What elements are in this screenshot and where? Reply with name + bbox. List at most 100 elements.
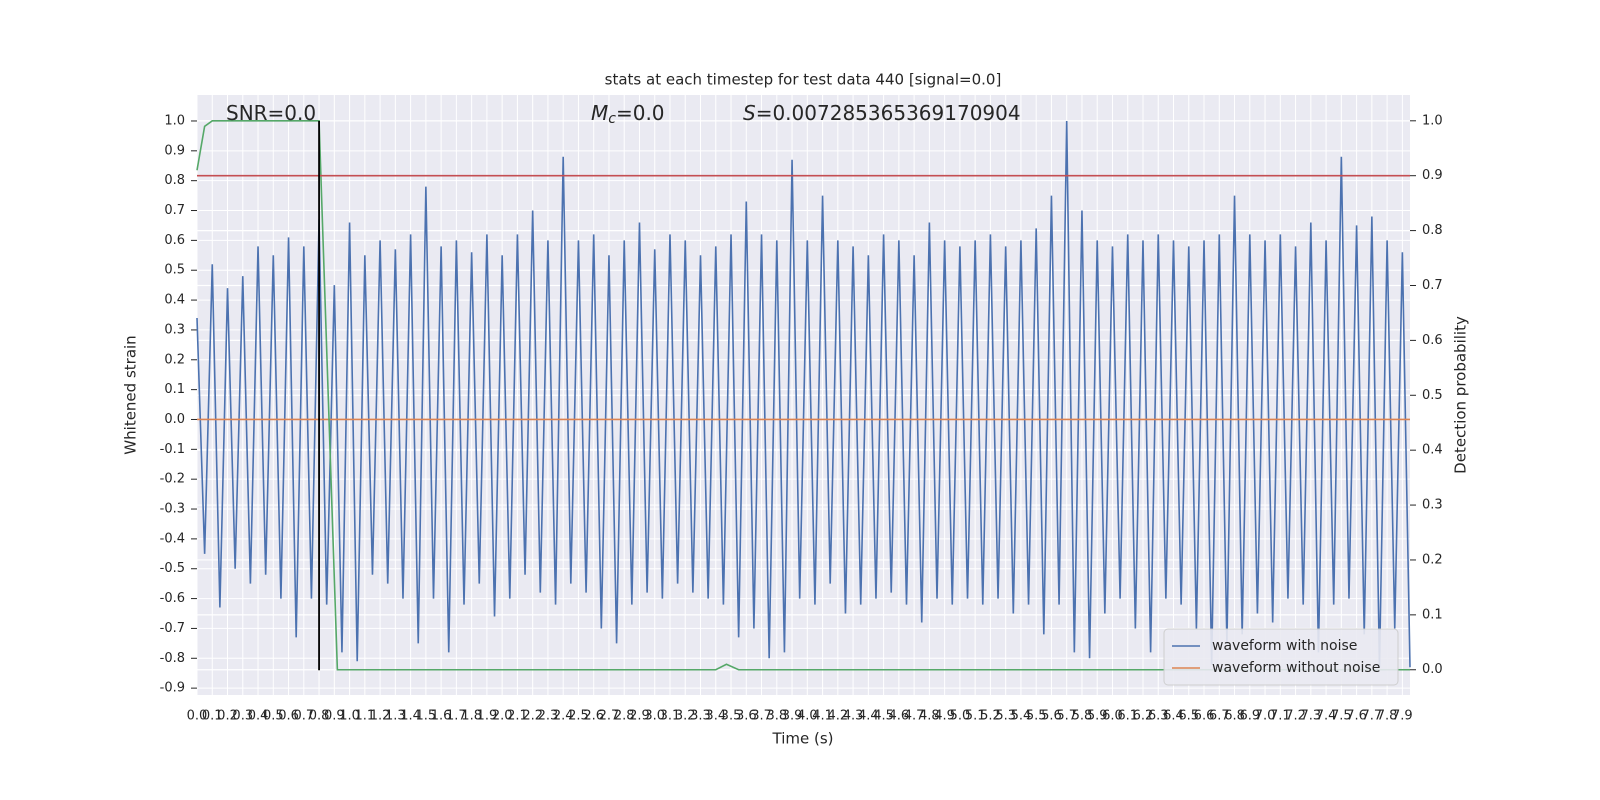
x-tick-label: 6.3 xyxy=(1148,709,1169,724)
x-tick-label: 7.5 xyxy=(1331,709,1352,724)
legend-label: waveform with noise xyxy=(1212,638,1357,654)
x-tick-label: 1.4 xyxy=(400,709,421,724)
y2-tick-label: 0.3 xyxy=(1422,498,1443,513)
x-tick-label: 5.7 xyxy=(1056,709,1077,724)
x-tick-label: 1.2 xyxy=(370,709,391,724)
x-tick-label: 4.6 xyxy=(889,709,910,724)
y-tick-label: -0.2 xyxy=(160,472,185,487)
x-tick-label: 7.8 xyxy=(1377,709,1398,724)
legend-label: waveform without noise xyxy=(1212,660,1380,676)
x-tick-label: 0.5 xyxy=(263,709,284,724)
legend: waveform with noise waveform without nois… xyxy=(1163,628,1399,686)
x-tick-label: 7.9 xyxy=(1392,709,1413,724)
chart-title: stats at each timestep for test data 440… xyxy=(605,71,1002,89)
x-tick-label: 6.6 xyxy=(1194,709,1215,724)
x-tick-label: 2.3 xyxy=(538,709,559,724)
y-tick-label: -0.7 xyxy=(160,621,185,636)
x-tick-label: 5.6 xyxy=(1041,709,1062,724)
y2-tick-label: 0.0 xyxy=(1422,662,1443,677)
x-tick-label: 7.1 xyxy=(1270,709,1291,724)
y2-tick-label: 0.6 xyxy=(1422,333,1443,348)
x-tick-label: 4.5 xyxy=(873,709,894,724)
annotation-text: SNR=0.0 xyxy=(226,101,316,125)
y-tick-label: 0.7 xyxy=(164,203,185,218)
x-tick-label: 2.5 xyxy=(568,709,589,724)
y-tick-label: 0.6 xyxy=(164,233,185,248)
x-tick-label: 7.3 xyxy=(1300,709,1321,724)
annotation-text: =0.007285365369170904 xyxy=(756,101,1021,125)
x-tick-label: 6.9 xyxy=(1239,709,1260,724)
x-tick-label: 5.0 xyxy=(950,709,971,724)
y-tick-label: 1.0 xyxy=(164,113,185,128)
x-tick-label: 3.6 xyxy=(736,709,757,724)
y2-tick-label: 0.8 xyxy=(1422,223,1443,238)
y-tick-label: -0.8 xyxy=(160,651,185,666)
y-tick-label: -0.1 xyxy=(160,442,185,457)
series-line xyxy=(196,120,1410,671)
x-tick-label: 0.0 xyxy=(187,709,208,724)
x-tick-label: 3.8 xyxy=(766,709,787,724)
x-tick-label: 2.0 xyxy=(492,709,513,724)
y2-axis-label: Detection probability xyxy=(1452,316,1470,474)
x-tick-label: 1.8 xyxy=(461,709,482,724)
x-tick-label: 6.7 xyxy=(1209,709,1230,724)
x-tick-label: 6.2 xyxy=(1133,709,1154,724)
y-tick-label: 0.5 xyxy=(164,263,185,278)
y-tick-label: -0.5 xyxy=(160,561,185,576)
x-tick-label: 0.2 xyxy=(217,709,238,724)
x-tick-label: 7.0 xyxy=(1255,709,1276,724)
y-tick-label: 0.0 xyxy=(164,412,185,427)
x-tick-label: 0.9 xyxy=(324,709,345,724)
y2-tick-label: 1.0 xyxy=(1422,113,1443,128)
y-tick-label: -0.9 xyxy=(160,681,185,696)
x-tick-label: 2.6 xyxy=(583,709,604,724)
x-tick-label: 2.4 xyxy=(553,709,574,724)
x-tick-label: 7.4 xyxy=(1316,709,1337,724)
annotation: SNR=0.0 xyxy=(226,101,316,125)
x-tick-label: 3.5 xyxy=(721,709,742,724)
x-tick-label: 0.3 xyxy=(232,709,253,724)
x-tick-label: 4.0 xyxy=(797,709,818,724)
x-tick-label: 3.1 xyxy=(660,709,681,724)
x-tick-label: 6.1 xyxy=(1117,709,1138,724)
x-tick-label: 1.3 xyxy=(385,709,406,724)
y2-tick-label: 0.5 xyxy=(1422,388,1443,403)
x-tick-label: 5.1 xyxy=(965,709,986,724)
x-tick-label: 3.2 xyxy=(675,709,696,724)
x-tick-label: 0.7 xyxy=(293,709,314,724)
x-tick-label: 5.2 xyxy=(980,709,1001,724)
x-tick-label: 3.0 xyxy=(644,709,665,724)
x-tick-label: 2.1 xyxy=(507,709,528,724)
x-tick-label: 0.6 xyxy=(278,709,299,724)
legend-box xyxy=(1163,628,1399,686)
x-tick-label: 1.0 xyxy=(339,709,360,724)
x-tick-label: 4.7 xyxy=(904,709,925,724)
annotation-subscript: c xyxy=(608,111,616,127)
x-tick-label: 0.1 xyxy=(202,709,223,724)
x-tick-label: 4.3 xyxy=(843,709,864,724)
x-tick-label: 5.9 xyxy=(1087,709,1108,724)
x-tick-label: 5.8 xyxy=(1072,709,1093,724)
x-tick-label: 3.3 xyxy=(690,709,711,724)
y-tick-label: 0.1 xyxy=(164,382,185,397)
y-tick-label: 0.2 xyxy=(164,352,185,367)
x-tick-label: 5.3 xyxy=(995,709,1016,724)
x-tick-label: 0.8 xyxy=(309,709,330,724)
x-tick-label: 4.1 xyxy=(812,709,833,724)
x-tick-label: 2.8 xyxy=(614,709,635,724)
y2-tick-label: 0.1 xyxy=(1422,607,1443,622)
y-axis-label: Whitened strain xyxy=(122,335,140,454)
y-tick-label: 0.3 xyxy=(164,322,185,337)
x-axis-label: Time (s) xyxy=(772,730,834,748)
y2-tick-label: 0.9 xyxy=(1422,168,1443,183)
x-tick-label: 5.4 xyxy=(1011,709,1032,724)
x-tick-label: 6.0 xyxy=(1102,709,1123,724)
annotation-text: =0.0 xyxy=(616,101,665,125)
y2-tick-label: 0.4 xyxy=(1422,443,1443,458)
x-tick-label: 6.8 xyxy=(1224,709,1245,724)
x-tick-label: 2.7 xyxy=(599,709,620,724)
y2-tick-label: 0.7 xyxy=(1422,278,1443,293)
x-tick-label: 1.1 xyxy=(354,709,375,724)
x-tick-label: 1.9 xyxy=(477,709,498,724)
